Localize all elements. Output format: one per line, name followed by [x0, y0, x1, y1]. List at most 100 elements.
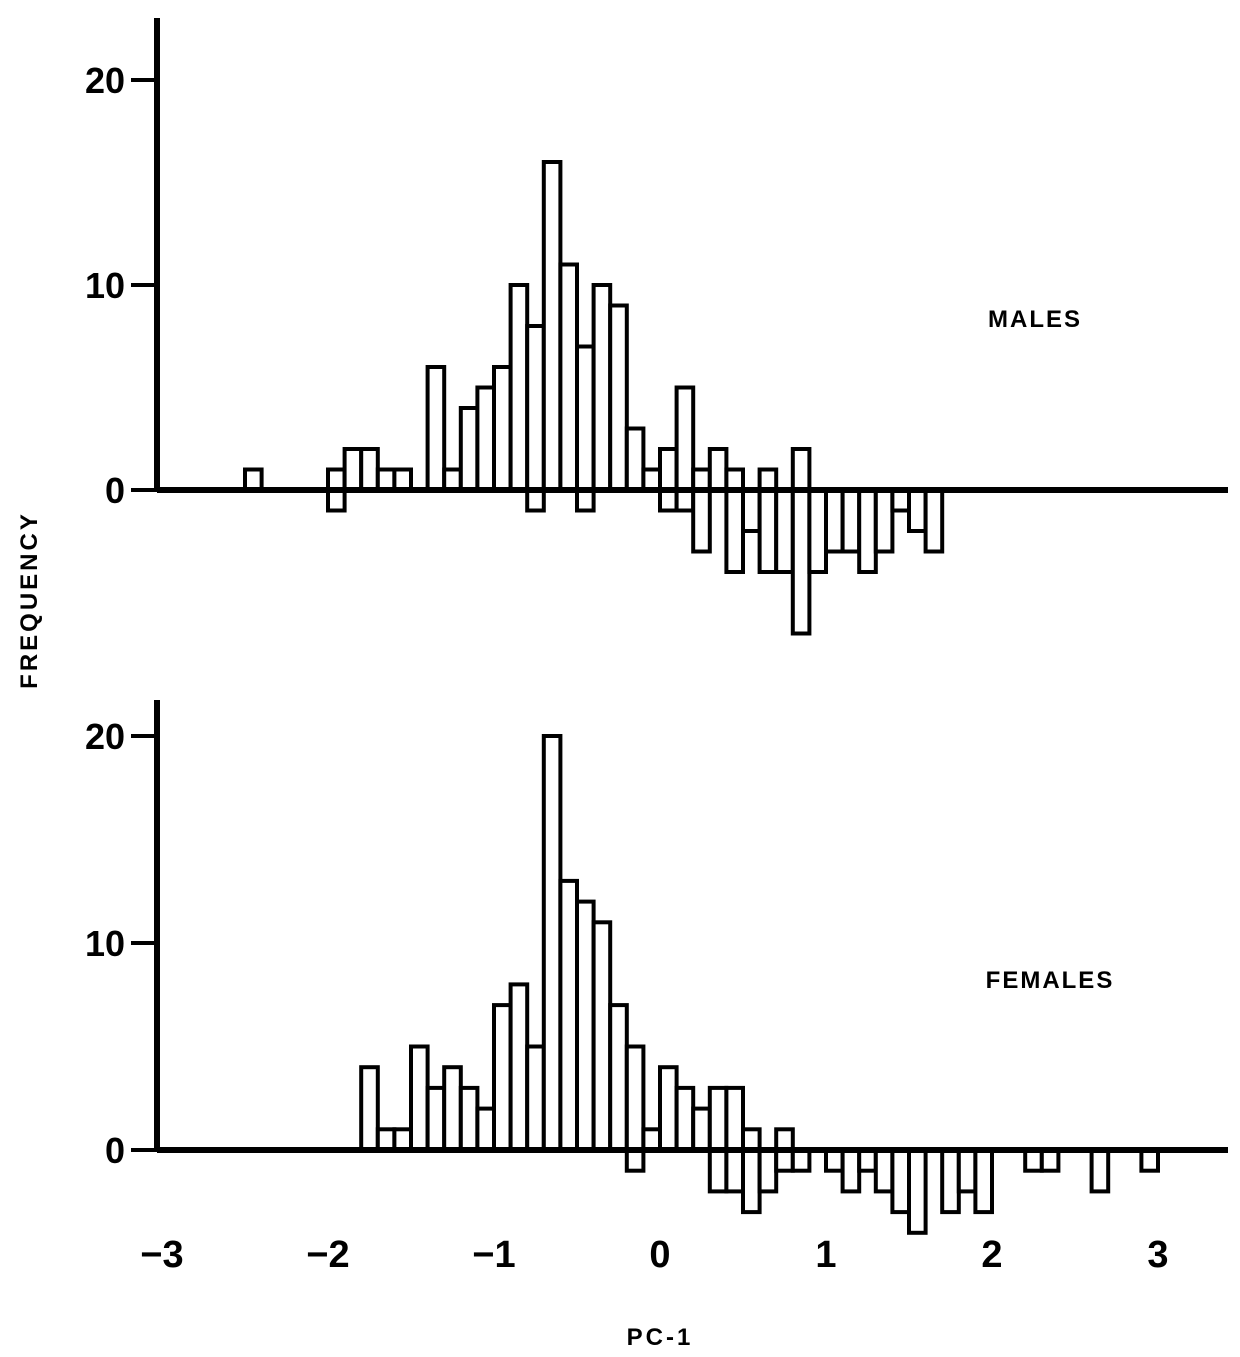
histogram-bar — [442, 467, 463, 492]
histogram-bar — [541, 734, 563, 1152]
histogram-bar — [691, 467, 712, 492]
histogram-bar — [558, 878, 580, 1153]
histogram-bar — [624, 1148, 646, 1173]
histogram-bar — [392, 467, 413, 492]
histogram-bar — [674, 1085, 696, 1153]
histogram-bar — [442, 1065, 463, 1152]
histogram-bar — [707, 1085, 729, 1153]
males-y-ticks: 0 10 20 — [85, 60, 157, 511]
histogram-bar — [608, 303, 629, 492]
histogram-bar — [973, 1148, 995, 1215]
histogram-bar — [757, 467, 779, 492]
histogram-bar — [857, 488, 878, 574]
histogram-bar — [741, 1127, 762, 1153]
histogram-bar — [492, 1003, 513, 1152]
y-axis-title: FREQUENCY — [16, 511, 43, 689]
histogram-bar — [575, 344, 596, 492]
x-tick-labels: −3 −2 −1 0 1 2 3 — [140, 1234, 1168, 1276]
histogram-bar — [508, 982, 530, 1153]
histogram-bar — [1039, 1148, 1061, 1173]
histogram-bar — [458, 406, 480, 492]
histogram-bar — [724, 1148, 746, 1194]
x-axis-title: PC-1 — [627, 1324, 694, 1351]
histogram-bar — [492, 365, 513, 492]
x-tick-label: 2 — [981, 1234, 1002, 1276]
histogram-bar — [375, 467, 397, 492]
histogram-bar — [375, 1127, 397, 1153]
histogram-bar — [757, 488, 779, 574]
histogram-bar — [475, 385, 496, 492]
histogram-bar — [359, 1065, 380, 1152]
females-y-ticks: 0 10 20 — [85, 716, 157, 1171]
histogram-bar — [691, 488, 712, 554]
histogram-bar — [1139, 1148, 1161, 1173]
histogram-bar — [840, 1148, 862, 1194]
histogram-bar — [923, 488, 945, 554]
histogram-bar — [807, 488, 829, 574]
x-tick-label: 1 — [815, 1234, 836, 1276]
histogram-bar — [326, 467, 347, 492]
histogram-bar — [674, 385, 696, 492]
histogram-bar — [691, 1106, 712, 1152]
histogram-bar — [525, 1044, 546, 1152]
histogram-bar — [525, 488, 546, 513]
histogram-bar — [707, 1148, 729, 1194]
histogram-bar — [741, 1148, 762, 1215]
histogram-bar — [824, 488, 845, 554]
histogram-bar — [790, 488, 812, 636]
histogram-bar — [940, 1148, 961, 1215]
histogram-bar — [508, 283, 530, 492]
histogram-bar — [591, 283, 613, 492]
histogram-bar — [873, 488, 895, 554]
y-tick-label: 0 — [105, 470, 125, 511]
histogram-bar — [458, 1085, 480, 1153]
histogram-bar — [956, 1148, 978, 1194]
histogram-bar — [658, 447, 679, 492]
histogram-bar — [890, 488, 912, 513]
histogram-bar — [857, 1148, 878, 1173]
histogram-bar — [326, 488, 347, 513]
histogram-bar — [724, 1085, 746, 1153]
x-tick-label: −1 — [472, 1234, 515, 1276]
histogram-bar — [790, 447, 812, 492]
histogram-bar — [674, 488, 696, 513]
histogram-bar — [658, 1065, 679, 1152]
histogram-bar — [724, 467, 746, 492]
histogram-bar — [1089, 1148, 1111, 1194]
histogram-bar — [624, 1044, 646, 1152]
x-tick-label: −3 — [140, 1234, 183, 1276]
histogram-bar — [824, 1148, 845, 1173]
histogram-bar — [541, 160, 563, 492]
males-panel: 1112913912129999999121212121289991279999… — [85, 18, 1228, 636]
histogram-bar — [243, 467, 264, 492]
histogram-bar — [907, 488, 928, 533]
histogram-bar — [840, 488, 862, 554]
x-tick-label: −2 — [306, 1234, 349, 1276]
histogram-bar — [641, 467, 663, 492]
histogram-bar — [342, 447, 364, 492]
histogram-bar — [558, 262, 580, 492]
females-outline — [359, 734, 1161, 1235]
y-tick-label: 20 — [85, 60, 125, 101]
histogram-bar — [790, 1148, 812, 1173]
histogram-bar — [907, 1148, 928, 1235]
histogram-bar — [774, 1127, 795, 1153]
histogram-bar — [575, 899, 596, 1152]
histogram-bar — [425, 365, 447, 492]
histogram-bar — [608, 1003, 629, 1152]
x-tick-label: 3 — [1147, 1234, 1168, 1276]
histogram-bar — [575, 488, 596, 513]
histogram-bar — [525, 324, 546, 492]
histogram-bar — [641, 1127, 663, 1153]
histogram-bar — [392, 1127, 413, 1153]
histogram-bar — [359, 447, 380, 492]
histogram-bar — [591, 920, 613, 1152]
histogram-bar — [774, 488, 795, 574]
histogram-bar — [624, 426, 646, 492]
y-tick-label: 0 — [105, 1130, 125, 1171]
histogram-bar — [658, 488, 679, 513]
y-tick-label: 10 — [85, 923, 125, 964]
females-panel-label: FEMALES — [986, 967, 1115, 994]
histogram-bar — [724, 488, 746, 574]
